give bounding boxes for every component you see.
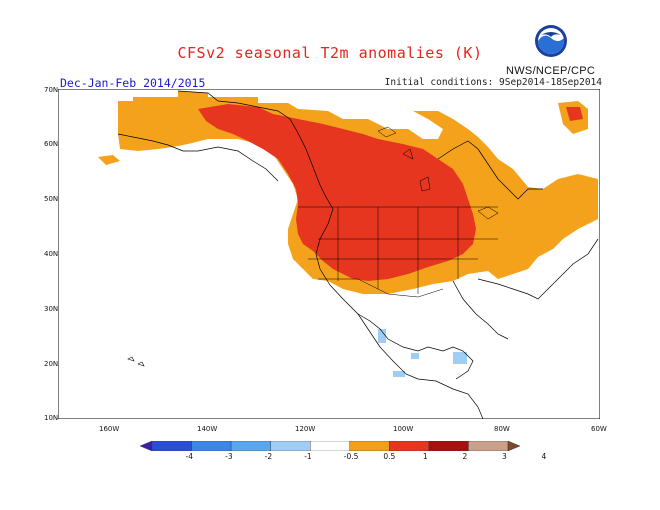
anomaly-shade-red — [198, 104, 583, 281]
lon-label-100w: 100W — [393, 425, 414, 433]
colorbar-tick-label: -2 — [264, 452, 273, 461]
colorbar-tick-label: 4 — [541, 452, 547, 461]
colorbar-tick-label: -3 — [225, 452, 233, 461]
colorbar-tick-label: -1 — [304, 452, 312, 461]
lon-label-120w: 120W — [295, 425, 316, 433]
lat-label-20n: 20N — [44, 360, 59, 368]
colorbar — [140, 441, 520, 451]
colorbar-swatch — [468, 441, 509, 451]
map-title: CFSv2 seasonal T2m anomalies (K) — [177, 44, 483, 62]
colorbar-tick-label: -0.5 — [343, 452, 359, 461]
colorbar-swatch — [230, 441, 271, 451]
hawaii — [127, 356, 145, 367]
forecast-period: Dec-Jan-Feb 2014/2015 — [60, 76, 206, 90]
lat-label-40n: 40N — [44, 250, 59, 258]
lat-label-70n: 70N — [44, 86, 59, 94]
colorbar-swatch — [428, 441, 469, 451]
colorbar-swatch — [310, 441, 350, 451]
colorbar-tick-label: 3 — [502, 452, 507, 461]
colorbar-swatch — [151, 441, 192, 451]
initial-conditions: Initial conditions: 9Sep2014-18Sep2014 — [384, 77, 602, 88]
colorbar-swatch — [191, 441, 232, 451]
colorbar-tick-label: 2 — [462, 452, 468, 461]
colorbar-swatch — [270, 441, 311, 451]
colorbar-tick-label: 0.5 — [383, 452, 396, 461]
noaa-logo-icon — [535, 25, 567, 57]
lon-label-160w: 160W — [99, 425, 120, 433]
lat-label-30n: 30N — [44, 305, 59, 313]
colorbar-swatch — [140, 441, 153, 451]
colorbar-swatch — [507, 441, 520, 451]
lon-label-60w: 60W — [591, 425, 607, 433]
colorbar-tick-label: -4 — [185, 452, 194, 461]
lakes — [377, 126, 499, 220]
coastlines — [117, 90, 599, 419]
anomaly-shade-lightblue — [378, 329, 467, 377]
colorbar-swatch — [389, 441, 430, 451]
lon-label-80w: 80W — [494, 425, 510, 433]
lat-label-60n: 60N — [44, 140, 59, 148]
lat-label-50n: 50N — [44, 195, 59, 203]
agency-label: NWS/NCEP/CPC — [506, 65, 596, 77]
lon-label-140w: 140W — [197, 425, 218, 433]
lat-label-10n: 10N — [44, 414, 59, 422]
colorbar-swatch — [349, 441, 390, 451]
anomaly-map — [58, 89, 600, 419]
colorbar-tick-label: 1 — [422, 452, 428, 461]
political-borders — [298, 206, 498, 298]
